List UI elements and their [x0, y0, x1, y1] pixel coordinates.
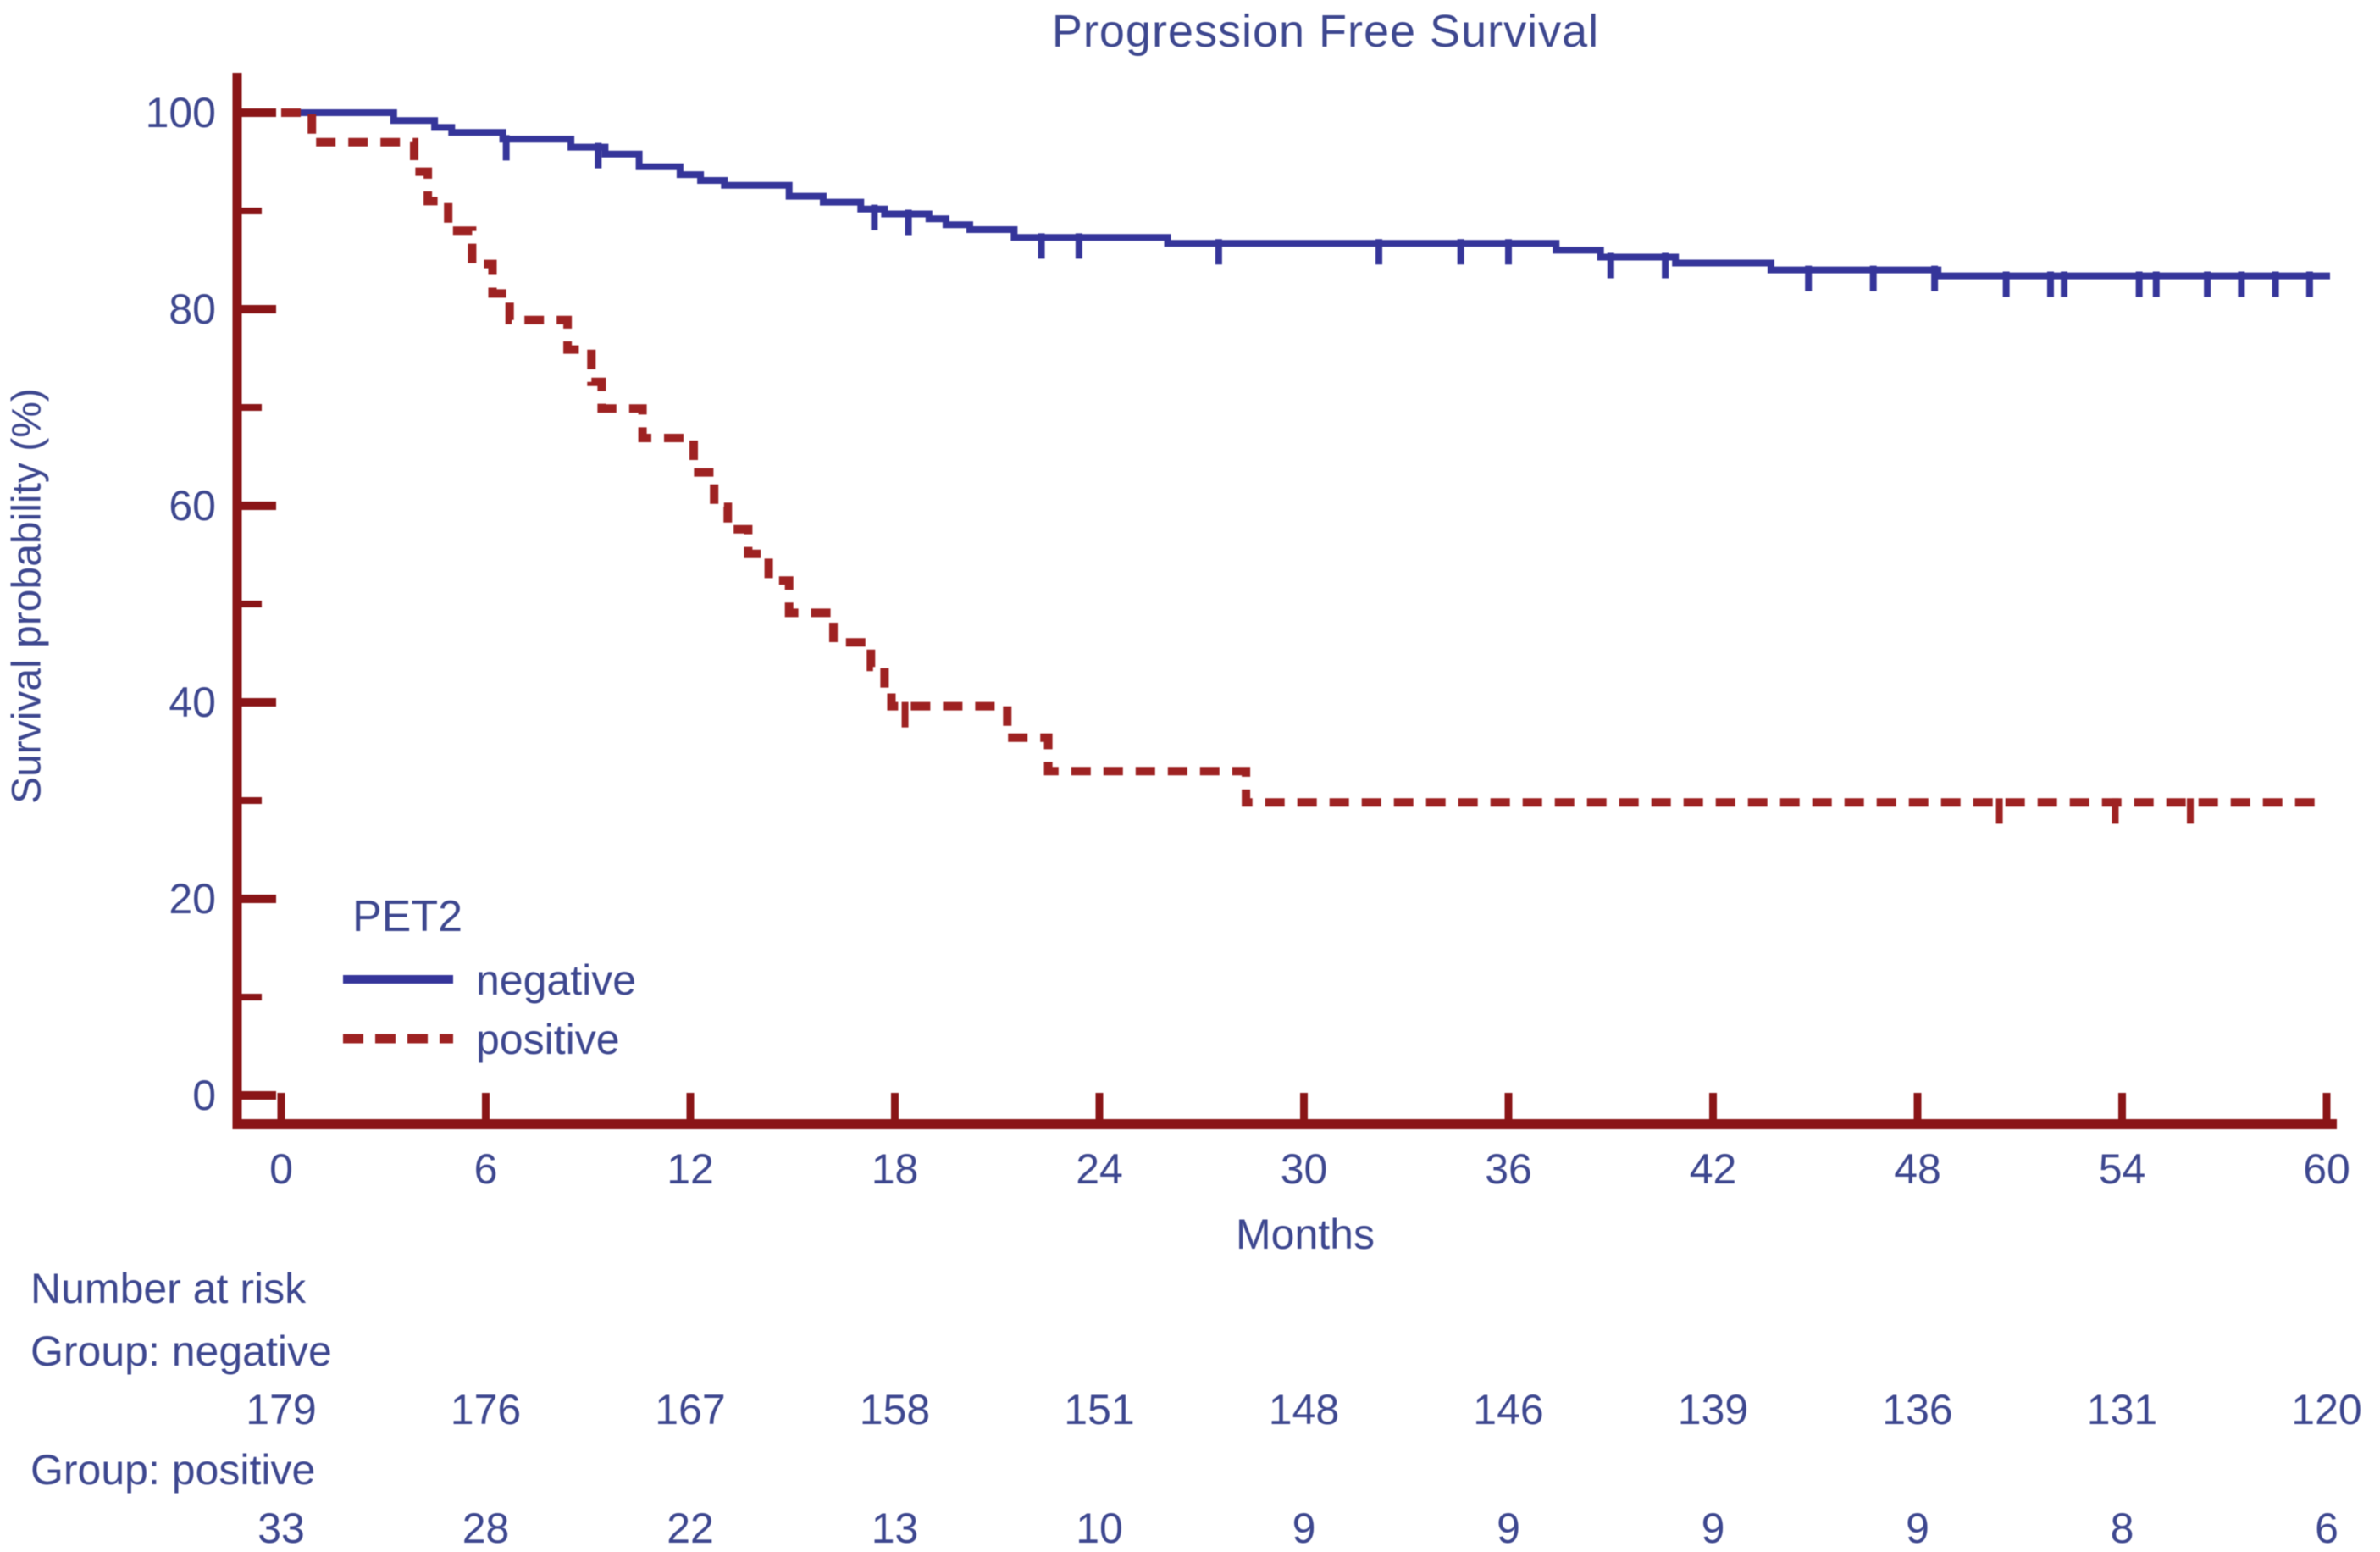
risk-value: 9 — [1497, 1505, 1520, 1552]
y-tick-label: 80 — [169, 285, 216, 333]
x-tick-label: 6 — [473, 1145, 498, 1193]
positive-curve — [281, 108, 2316, 807]
risk-value: 148 — [1268, 1386, 1340, 1433]
x-tick-label: 30 — [1280, 1145, 1328, 1193]
risk-value: 9 — [1701, 1505, 1725, 1552]
risk-value: 6 — [2315, 1505, 2338, 1552]
x-tick-label: 12 — [667, 1145, 714, 1193]
risk-value: 9 — [1906, 1505, 1929, 1552]
x-tick-label: 18 — [871, 1145, 919, 1193]
x-tick-label: 54 — [2098, 1145, 2146, 1193]
x-tick-label: 60 — [2303, 1145, 2350, 1193]
y-tick-label: 40 — [169, 679, 216, 726]
risk-value: 22 — [667, 1505, 714, 1552]
risk-value: 136 — [1882, 1386, 1953, 1433]
risk-value: 158 — [859, 1386, 931, 1433]
y-tick-label: 60 — [169, 482, 216, 529]
risk-value: 13 — [871, 1505, 919, 1552]
x-tick-label: 36 — [1485, 1145, 1532, 1193]
risk-group-label-negative: Group: negative — [30, 1328, 332, 1375]
risk-value: 167 — [655, 1386, 726, 1433]
x-tick-label: 48 — [1894, 1145, 1941, 1193]
risk-value: 151 — [1064, 1386, 1135, 1433]
y-tick-label: 0 — [192, 1072, 216, 1119]
y-tick-label: 100 — [145, 89, 216, 136]
risk-table-heading: Number at risk — [30, 1265, 307, 1312]
negative-curve — [281, 109, 2330, 280]
risk-value: 9 — [1292, 1505, 1316, 1552]
legend-label-positive: positive — [476, 1016, 620, 1063]
risk-value: 120 — [2291, 1386, 2362, 1433]
risk-value: 179 — [246, 1386, 317, 1433]
legend-label-negative: negative — [476, 956, 637, 1004]
x-tick-label: 24 — [1076, 1145, 1123, 1193]
risk-value: 28 — [462, 1505, 510, 1552]
y-tick-label: 20 — [169, 875, 216, 923]
risk-value: 131 — [2086, 1386, 2158, 1433]
x-tick-label: 0 — [269, 1145, 293, 1193]
x-axis-title: Months — [1236, 1211, 1375, 1258]
risk-value: 8 — [2110, 1505, 2134, 1552]
legend-title: PET2 — [352, 892, 463, 941]
risk-value: 176 — [450, 1386, 522, 1433]
y-axis-title: Survival probability (%) — [4, 388, 50, 804]
risk-value: 139 — [1677, 1386, 1749, 1433]
chart-title: Progression Free Survival — [1051, 6, 1600, 57]
risk-value: 33 — [257, 1505, 305, 1552]
risk-group-label-positive: Group: positive — [30, 1446, 316, 1494]
risk-value: 10 — [1076, 1505, 1123, 1552]
risk-value: 146 — [1473, 1386, 1544, 1433]
x-tick-label: 42 — [1689, 1145, 1737, 1193]
